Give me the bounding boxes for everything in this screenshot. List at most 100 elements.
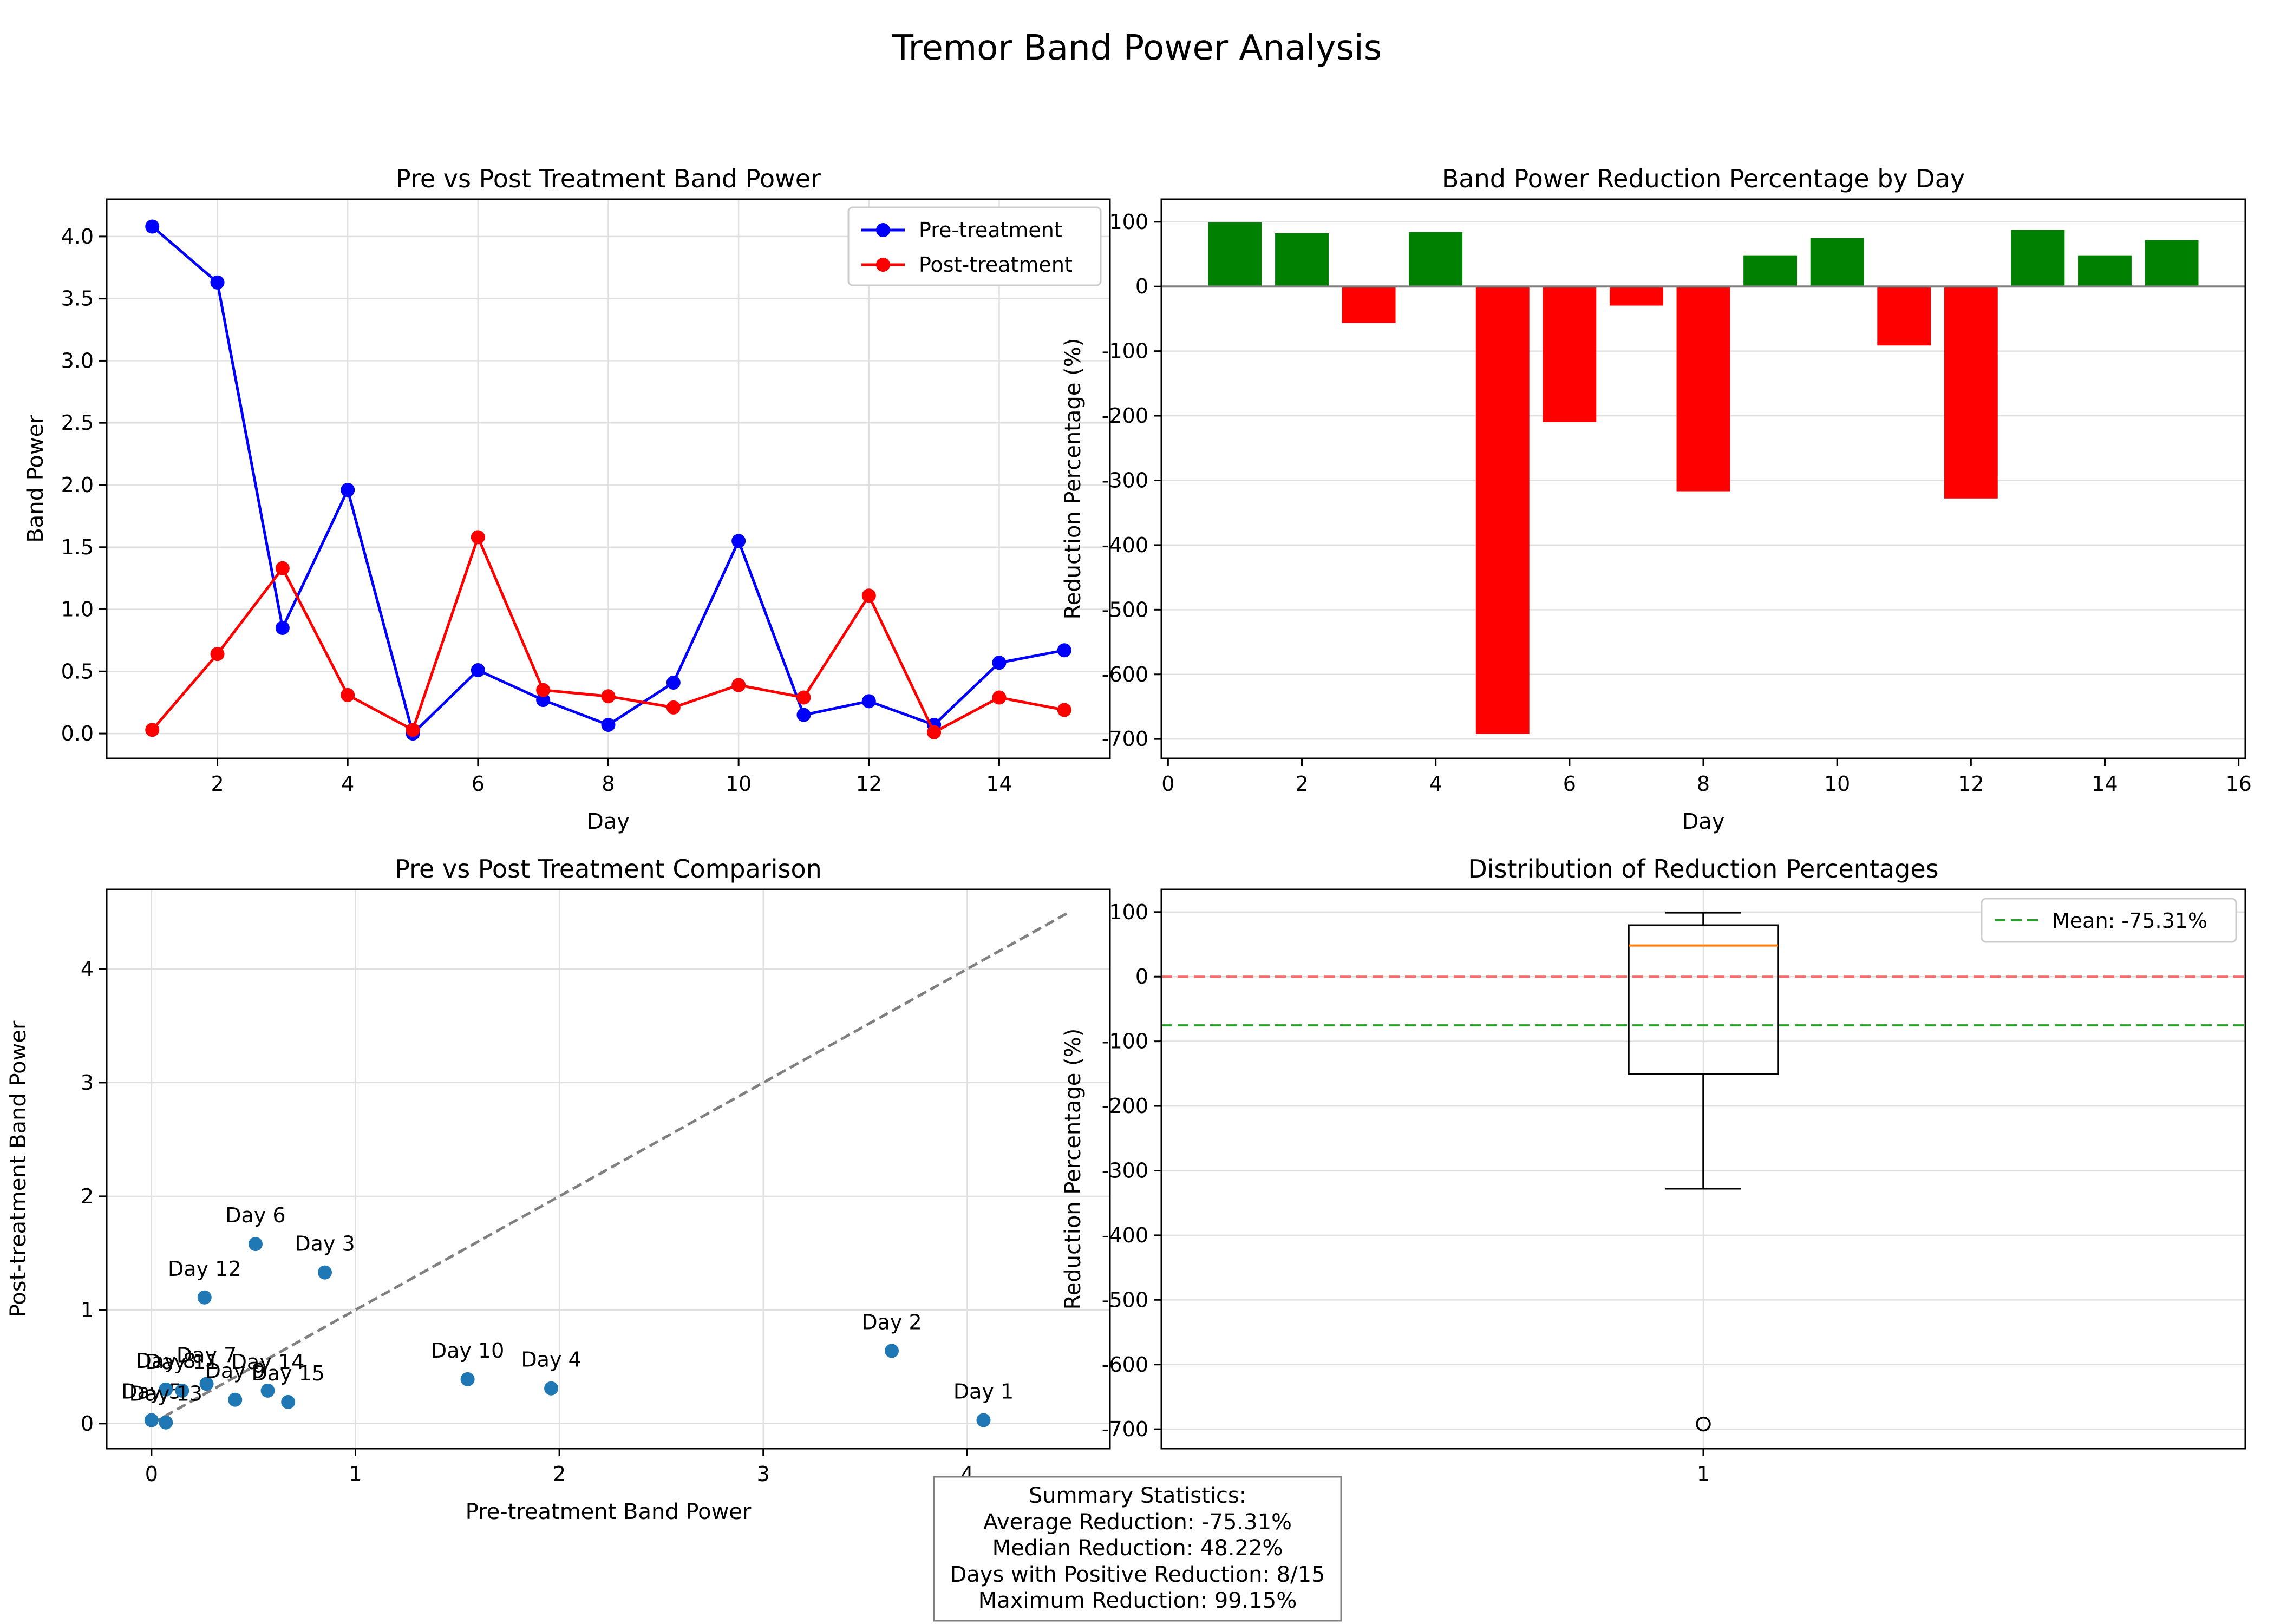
line-point-post: [601, 689, 616, 704]
line-point-post: [666, 700, 681, 715]
box-y-tick-label: -500: [1102, 1288, 1148, 1312]
box-iqr-rect: [1628, 924, 1779, 1075]
bar-x-tick-label: 2: [1295, 772, 1308, 796]
bar-y-tick-label: -500: [1102, 598, 1148, 621]
bar-day-4: [1409, 232, 1463, 287]
bar-day-15: [2145, 240, 2199, 287]
scatter-point: [197, 1290, 212, 1305]
summary-line-median: Median Reduction: 48.22%: [992, 1536, 1283, 1561]
bar-x-axis-label: Day: [1682, 809, 1725, 834]
scatter-point: [159, 1415, 173, 1430]
line-point-pre: [145, 219, 160, 234]
bar-x-tick-label: 6: [1563, 772, 1576, 796]
line-point-post: [796, 690, 811, 705]
line-point-pre: [1057, 643, 1071, 658]
scatter-x-axis-label: Pre-treatment Band Power: [466, 1499, 752, 1524]
line-point-pre: [471, 663, 485, 678]
scatter-point-label: Day 4: [521, 1348, 581, 1372]
line-x-tick-label: 10: [726, 772, 752, 796]
figure-title: Tremor Band Power Analysis: [892, 28, 1382, 68]
bar-x-tick-label: 10: [1824, 772, 1850, 796]
scatter-point-label: Day 13: [129, 1382, 202, 1406]
line-point-pre: [275, 620, 290, 635]
box-axes-frame: [1160, 888, 2246, 1450]
box-legend-label: Mean: -75.31%: [2052, 909, 2207, 933]
line-point-pre: [731, 534, 746, 548]
scatter-title: Pre vs Post Treatment Comparison: [395, 854, 822, 883]
scatter-point-label: Day 14: [231, 1350, 304, 1374]
scatter-point: [885, 1344, 899, 1358]
scatter-y-tick-label: 3: [81, 1071, 94, 1095]
line-x-axis-label: Day: [587, 809, 630, 834]
box-y-tick-label: 100: [1109, 900, 1148, 924]
line-y-tick-label: 1.5: [61, 535, 94, 559]
bar-day-13: [2011, 230, 2065, 287]
scatter-point-label: Day 1: [953, 1380, 1014, 1404]
bar-day-6: [1543, 286, 1597, 422]
scatter-x-tick-label: 3: [757, 1462, 770, 1486]
summary-statistics-box: Summary Statistics: Average Reduction: -…: [933, 1476, 1342, 1622]
line-point-pre: [666, 675, 681, 690]
line-legend-label: Post-treatment: [919, 253, 1073, 277]
line-point-post: [1057, 703, 1071, 717]
scatter-y-tick-label: 0: [81, 1412, 94, 1436]
line-point-pre: [601, 718, 616, 732]
line-y-tick-label: 2.0: [61, 473, 94, 497]
scatter-point: [159, 1382, 173, 1397]
scatter-point: [976, 1413, 991, 1427]
line-x-tick-label: 14: [986, 772, 1012, 796]
line-y-tick-label: 3.5: [61, 287, 94, 311]
line-y-tick-label: 3.0: [61, 349, 94, 372]
scatter-x-tick-label: 1: [349, 1462, 362, 1486]
line-legend-label: Pre-treatment: [919, 218, 1062, 242]
bar-y-tick-label: -700: [1102, 727, 1148, 751]
scatter-point: [281, 1394, 296, 1409]
scatter-point-label: Day 15: [251, 1361, 324, 1385]
bar-day-7: [1609, 286, 1663, 306]
bar-day-14: [2078, 255, 2132, 287]
scatter-point-label: Day 8: [136, 1349, 196, 1373]
line-y-tick-label: 1.0: [61, 598, 94, 621]
box-y-tick-label: -600: [1102, 1353, 1148, 1377]
line-point-post: [341, 687, 355, 702]
scatter-point-label: Day 9: [205, 1359, 265, 1383]
scatter-point-label: Day 3: [295, 1232, 355, 1256]
scatter-x-tick-label: 2: [553, 1462, 566, 1486]
box-y-tick-label: 0: [1135, 965, 1148, 988]
box-y-tick-label: -300: [1102, 1158, 1148, 1182]
line-point-post: [210, 647, 225, 662]
scatter-point-label: Day 7: [177, 1343, 237, 1367]
bar-day-3: [1342, 286, 1396, 323]
scatter-x-tick-label: 0: [145, 1462, 158, 1486]
scatter-point-label: Day 11: [146, 1350, 219, 1374]
line-point-post: [731, 678, 746, 692]
bar-day-11: [1877, 286, 1931, 346]
line-legend-marker: [876, 258, 890, 272]
line-point-post: [861, 588, 876, 603]
scatter-point-label: Day 6: [225, 1203, 285, 1227]
box-outlier: [1696, 1416, 1711, 1432]
box-x-tick-label: 1: [1697, 1462, 1710, 1486]
box-y-tick-label: -200: [1102, 1094, 1148, 1118]
bar-axes-frame: [1160, 198, 2246, 759]
line-point-post: [406, 723, 420, 737]
scatter-point: [460, 1372, 475, 1386]
line-x-tick-label: 2: [211, 772, 224, 796]
bar-x-tick-label: 8: [1697, 772, 1710, 796]
scatter-point: [317, 1265, 332, 1280]
bar-y-tick-label: -200: [1102, 404, 1148, 428]
line-legend-marker: [876, 223, 890, 237]
scatter-y-axis-label: Post-treatment Band Power: [6, 1020, 31, 1317]
bar-title: Band Power Reduction Percentage by Day: [1442, 164, 1965, 193]
scatter-point: [544, 1381, 559, 1396]
summary-box-frame: [933, 1476, 1342, 1622]
scatter-identity-line: [151, 911, 1070, 1425]
bar-day-1: [1208, 222, 1262, 287]
summary-line-average: Average Reduction: -75.31%: [983, 1510, 1292, 1535]
box-title: Distribution of Reduction Percentages: [1468, 854, 1938, 883]
bar-y-tick-label: -600: [1102, 663, 1148, 686]
line-point-pre: [210, 275, 225, 290]
scatter-axes-frame: [106, 888, 1111, 1450]
